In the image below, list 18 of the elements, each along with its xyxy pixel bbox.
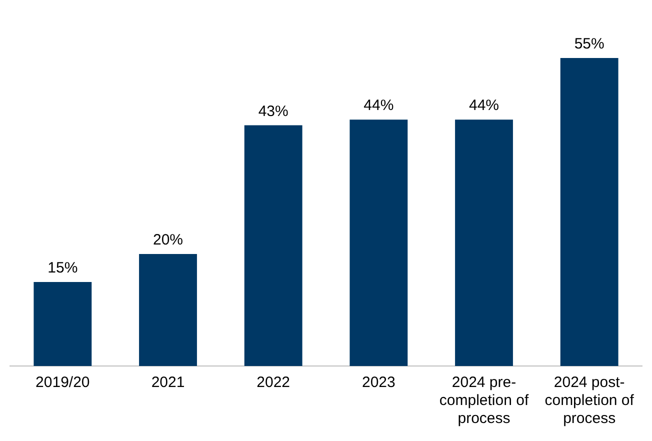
x-tick-label: 2019/20	[36, 374, 90, 392]
x-tick-label: 2021	[151, 374, 185, 392]
data-label: 43%	[258, 102, 288, 120]
bar	[350, 120, 408, 366]
x-tick-label: 2024 pre-completion of process	[439, 374, 530, 428]
x-tick-label: 2022	[256, 374, 290, 392]
data-label: 44%	[364, 97, 394, 114]
data-label: 55%	[574, 36, 604, 53]
bar	[244, 125, 302, 366]
data-label: 44%	[468, 97, 500, 114]
bar	[455, 120, 513, 366]
data-label: 20%	[152, 232, 184, 249]
bar	[34, 282, 92, 366]
x-tick-label: 2024 post-completion of process	[544, 374, 635, 428]
data-label: 15%	[48, 260, 78, 277]
x-tick-label: 2023	[362, 374, 396, 392]
bar	[139, 254, 197, 366]
bar	[560, 58, 618, 366]
